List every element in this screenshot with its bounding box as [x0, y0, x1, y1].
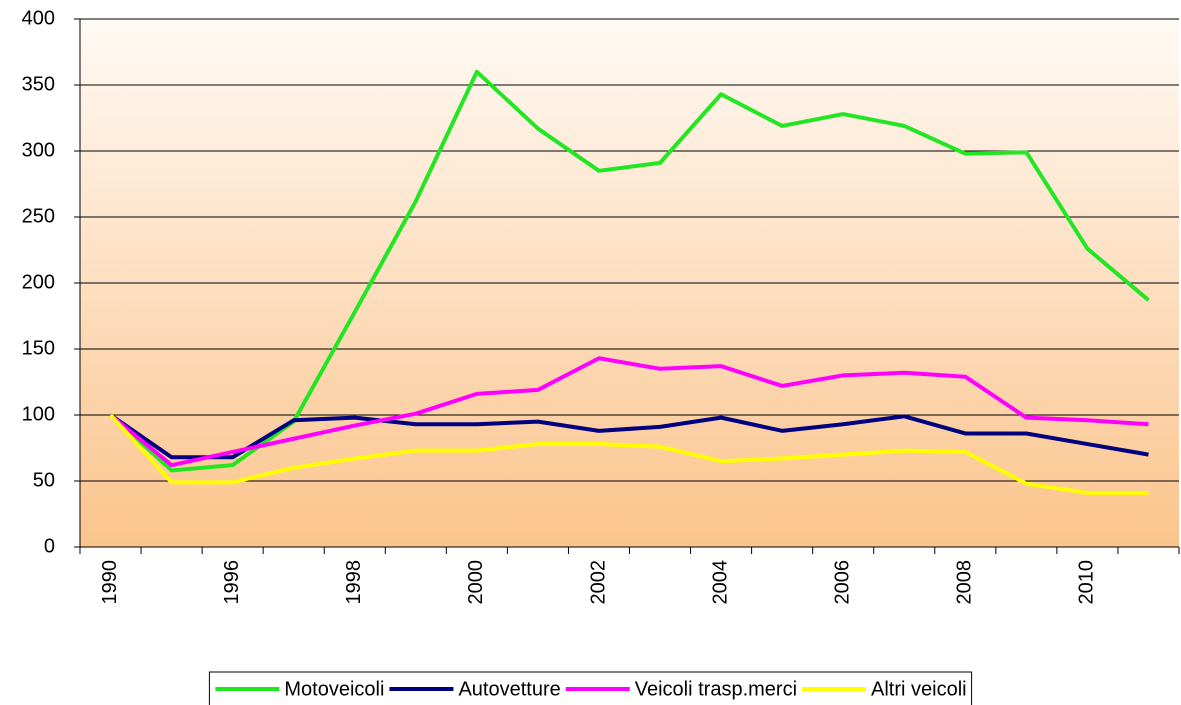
legend-label: Motoveicoli	[284, 678, 384, 700]
y-tick-label: 400	[22, 7, 55, 29]
x-tick-label: 1998	[343, 560, 365, 605]
series-line	[109, 356, 1149, 468]
legend-label: Altri veicoli	[871, 678, 967, 700]
y-tick-label: 350	[22, 73, 55, 95]
x-tick-label: 2006	[831, 560, 853, 605]
series-line	[109, 413, 1149, 495]
y-tick-label: 150	[22, 337, 55, 359]
x-tick-label: 2004	[709, 560, 731, 605]
y-tick-label: 200	[22, 271, 55, 293]
y-tick-label: 0	[44, 535, 55, 557]
x-tick-label: 2002	[587, 560, 609, 605]
x-tick-label: 1996	[221, 560, 243, 605]
x-tick-label: 2000	[465, 560, 487, 605]
y-tick-label: 50	[33, 469, 55, 491]
y-tick-label: 300	[22, 139, 55, 161]
y-tick-label: 250	[22, 205, 55, 227]
x-tick-label: 1990	[99, 560, 121, 605]
legend-label: Veicoli trasp.merci	[635, 678, 797, 700]
x-tick-label: 2010	[1076, 560, 1098, 605]
series-line	[109, 413, 1149, 460]
series-line	[109, 69, 1150, 473]
x-tick-label: 2008	[954, 560, 976, 605]
legend-label: Autovetture	[458, 678, 560, 700]
y-tick-label: 100	[22, 403, 55, 425]
